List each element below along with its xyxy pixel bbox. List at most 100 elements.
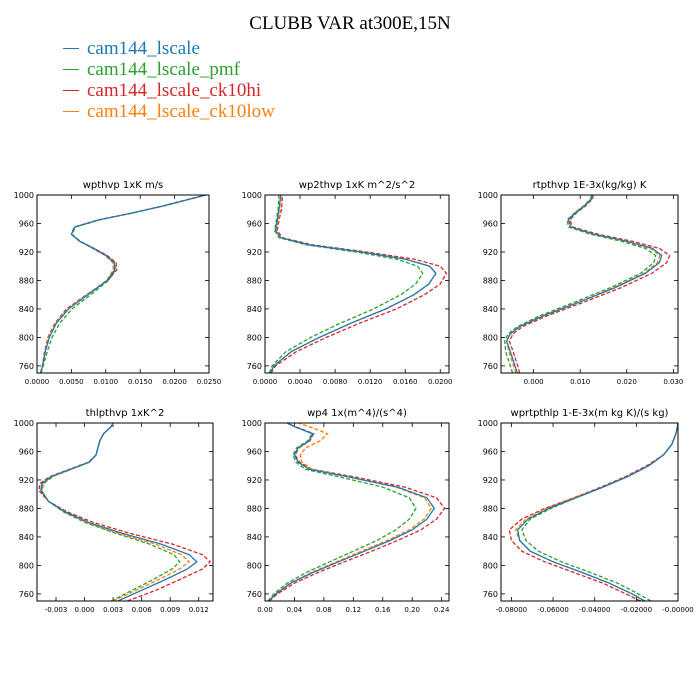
series-group [508, 423, 678, 601]
x-tick-label: 0.12 [346, 606, 362, 614]
x-tick-label: 0.0120 [358, 378, 383, 386]
x-tick-label: 0.0200 [162, 378, 187, 386]
series-line [269, 195, 437, 373]
x-tick-label: -0.04000 [579, 606, 610, 614]
series-line [516, 423, 678, 601]
y-tick-label: 920 [483, 248, 498, 257]
y-tick-label: 1000 [478, 191, 498, 200]
y-tick-label: 800 [483, 561, 498, 570]
x-tick-label: 0.24 [434, 606, 450, 614]
legend-label: cam144_lscale_ck10hi [87, 80, 262, 101]
x-tick-label: 0.009 [160, 606, 180, 614]
y-tick-label: 840 [483, 305, 498, 314]
series-line [41, 423, 181, 601]
panel-1: wpthvp 1xK m/s 760 800 840 880 920 960 1000 0.00… [14, 180, 222, 386]
y-tick-label: 1000 [478, 419, 498, 428]
y-tick-label: 960 [483, 219, 498, 228]
y-tick-label: 960 [483, 447, 498, 456]
y-tick-label: 880 [247, 276, 262, 285]
series-group [504, 195, 671, 373]
x-tick-label: -0.08000 [496, 606, 527, 614]
y-tick-label: 760 [483, 590, 498, 599]
x-tick-label: 0.006 [132, 606, 153, 614]
x-tick-label: 0.04 [287, 606, 303, 614]
x-tick-label: 0.0080 [323, 378, 348, 386]
y-tick-label: 960 [247, 219, 262, 228]
y-tick-label: 760 [19, 590, 34, 599]
legend-item: cam144_lscale_pmf [63, 59, 275, 80]
panel-title: wp2thvp 1xK m^2/s^2 [299, 180, 415, 191]
legend-item: cam144_lscale_ck10low [63, 101, 275, 122]
figure-title: CLUBB VAR at300E,15N [249, 13, 451, 34]
y-tick-label: 920 [19, 476, 34, 485]
series-line [505, 195, 661, 373]
panel-4: thlpthvp 1xK^2 760 800 840 880 920 960 1000 -0.0… [14, 408, 214, 614]
x-tick-label: 0.00 [257, 606, 273, 614]
panel-title: wprtpthlp 1-E-3x(m kg K)/(s kg) [511, 408, 669, 419]
plot-frame [500, 194, 679, 374]
x-tick-label: -0.00000 [662, 606, 693, 614]
series-line [505, 195, 663, 373]
series-group [39, 195, 206, 373]
x-tick-label: 0.0100 [94, 378, 119, 386]
y-tick-label: 960 [19, 219, 34, 228]
series-group [267, 423, 446, 601]
x-tick-label: 0.010 [570, 378, 590, 386]
panel-title: rtpthvp 1E-3x(kg/kg) K [533, 180, 647, 191]
panel-5: wp4 1x(m^4)/(s^4) 760 800 840 880 920 960 1000 0… [242, 408, 450, 614]
x-tick-label: 0.0250 [197, 378, 222, 386]
y-tick-label: 760 [247, 362, 262, 371]
legend: cam144_lscale cam144_lscale_pmf cam144_l… [63, 38, 275, 122]
y-tick-label: 920 [247, 476, 262, 485]
y-tick-label: 880 [19, 276, 34, 285]
y-tick-label: 840 [247, 533, 262, 542]
legend-label: cam144_lscale [87, 38, 200, 59]
x-tick-label: 0.0050 [59, 378, 84, 386]
legend-swatch-line [63, 90, 79, 91]
series-group [38, 423, 212, 601]
y-tick-label: 840 [483, 533, 498, 542]
series-line [268, 423, 433, 601]
y-tick-label: 840 [19, 305, 34, 314]
series-line [268, 423, 436, 601]
y-tick-label: 1000 [14, 419, 34, 428]
x-tick-label: 0.000 [75, 606, 95, 614]
x-tick-label: 0.0150 [128, 378, 153, 386]
legend-swatch-line [63, 69, 79, 70]
panel-title: wpthvp 1xK m/s [83, 180, 164, 191]
panel-title: thlpthvp 1xK^2 [86, 408, 165, 419]
legend-item: cam144_lscale_ck10hi [63, 80, 275, 101]
y-tick-label: 880 [483, 504, 498, 513]
plot-frame [36, 194, 210, 374]
y-tick-label: 920 [19, 248, 34, 257]
series-line [40, 195, 206, 373]
y-tick-label: 1000 [242, 419, 262, 428]
plot-frame [36, 422, 214, 602]
y-tick-label: 840 [247, 305, 262, 314]
legend-label: cam144_lscale_pmf [87, 59, 241, 80]
x-tick-label: 0.0000 [25, 378, 50, 386]
y-tick-label: 760 [247, 590, 262, 599]
series-line [267, 423, 417, 601]
x-tick-label: 0.20 [404, 606, 420, 614]
x-tick-label: -0.06000 [537, 606, 568, 614]
series-group [268, 195, 448, 373]
x-tick-label: -0.02000 [621, 606, 652, 614]
x-tick-label: 0.16 [375, 606, 391, 614]
x-tick-label: 0.0200 [428, 378, 453, 386]
y-tick-label: 760 [483, 362, 498, 371]
y-tick-label: 880 [247, 504, 262, 513]
panel-2: wp2thvp 1xK m^2/s^2 760 800 840 880 920 960 100… [242, 180, 453, 386]
x-tick-label: 0.0160 [393, 378, 418, 386]
series-line [270, 195, 448, 373]
y-tick-label: 760 [19, 362, 34, 371]
legend-swatch-line [63, 111, 79, 112]
panel-title: wp4 1x(m^4)/(s^4) [307, 408, 407, 419]
x-tick-label: -0.003 [45, 606, 68, 614]
series-line [521, 423, 678, 601]
x-tick-label: 0.003 [103, 606, 123, 614]
series-line [40, 423, 198, 601]
y-tick-label: 800 [19, 561, 34, 570]
y-tick-label: 960 [247, 447, 262, 456]
series-line [39, 195, 206, 373]
